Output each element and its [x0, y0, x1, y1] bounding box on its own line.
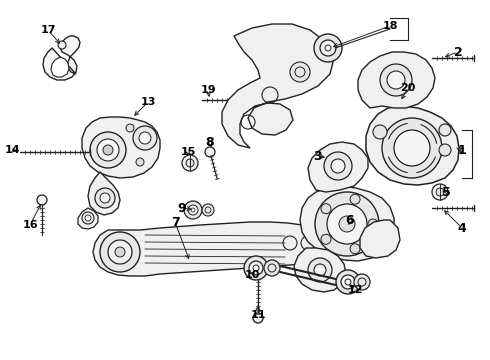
- Circle shape: [205, 147, 215, 157]
- Circle shape: [331, 159, 345, 173]
- Circle shape: [139, 132, 151, 144]
- Polygon shape: [43, 36, 80, 80]
- Text: 6: 6: [345, 213, 354, 226]
- Circle shape: [253, 313, 263, 323]
- Circle shape: [136, 158, 144, 166]
- Text: 19: 19: [200, 85, 216, 95]
- Text: 13: 13: [140, 97, 156, 107]
- Circle shape: [394, 130, 430, 166]
- Circle shape: [368, 219, 378, 229]
- Text: 11: 11: [250, 310, 266, 320]
- Circle shape: [126, 124, 134, 132]
- Polygon shape: [222, 24, 334, 148]
- Polygon shape: [88, 172, 120, 215]
- Circle shape: [395, 97, 405, 107]
- Text: 16: 16: [22, 220, 38, 230]
- Text: 18: 18: [382, 21, 398, 31]
- Polygon shape: [78, 208, 98, 229]
- Polygon shape: [294, 248, 346, 292]
- Circle shape: [249, 261, 263, 275]
- Polygon shape: [82, 117, 160, 178]
- Circle shape: [324, 152, 352, 180]
- Text: 1: 1: [458, 144, 466, 157]
- Circle shape: [382, 118, 442, 178]
- Text: 12: 12: [347, 285, 363, 295]
- Text: 5: 5: [441, 185, 450, 198]
- Text: 14: 14: [4, 145, 20, 155]
- Circle shape: [315, 192, 379, 256]
- Text: 3: 3: [314, 149, 322, 162]
- Circle shape: [339, 216, 355, 232]
- Circle shape: [97, 139, 119, 161]
- Circle shape: [182, 155, 198, 171]
- Polygon shape: [300, 186, 394, 261]
- Circle shape: [186, 159, 194, 167]
- Circle shape: [100, 232, 140, 272]
- Circle shape: [95, 188, 115, 208]
- Circle shape: [115, 247, 125, 257]
- Text: 17: 17: [40, 25, 56, 35]
- Circle shape: [439, 144, 451, 156]
- Circle shape: [314, 34, 342, 62]
- Text: 4: 4: [458, 221, 466, 234]
- Circle shape: [390, 92, 410, 112]
- Circle shape: [58, 41, 66, 49]
- Circle shape: [321, 234, 331, 244]
- Polygon shape: [358, 52, 435, 108]
- Circle shape: [373, 125, 387, 139]
- Circle shape: [108, 240, 132, 264]
- Circle shape: [184, 201, 202, 219]
- Text: 8: 8: [206, 135, 214, 149]
- Circle shape: [336, 270, 360, 294]
- Text: 20: 20: [400, 83, 416, 93]
- Text: 7: 7: [171, 216, 179, 229]
- Text: 15: 15: [180, 147, 196, 157]
- Circle shape: [341, 275, 355, 289]
- Circle shape: [188, 205, 198, 215]
- Circle shape: [354, 274, 370, 290]
- Circle shape: [308, 258, 332, 282]
- Circle shape: [133, 126, 157, 150]
- Polygon shape: [51, 57, 69, 77]
- Polygon shape: [366, 106, 459, 185]
- Circle shape: [387, 71, 405, 89]
- Polygon shape: [308, 142, 368, 192]
- Polygon shape: [93, 222, 334, 276]
- Circle shape: [314, 264, 326, 276]
- Text: 10: 10: [245, 270, 260, 280]
- Circle shape: [321, 204, 331, 214]
- Circle shape: [350, 244, 360, 254]
- Circle shape: [103, 145, 113, 155]
- Text: 2: 2: [454, 45, 463, 59]
- Circle shape: [432, 184, 448, 200]
- Circle shape: [202, 204, 214, 216]
- Circle shape: [37, 195, 47, 205]
- Circle shape: [380, 64, 412, 96]
- Polygon shape: [360, 220, 400, 258]
- Circle shape: [90, 132, 126, 168]
- Circle shape: [320, 40, 336, 56]
- Circle shape: [327, 204, 367, 244]
- Circle shape: [321, 149, 339, 167]
- Circle shape: [439, 124, 451, 136]
- Circle shape: [290, 62, 310, 82]
- Circle shape: [325, 153, 335, 163]
- Text: 9: 9: [178, 202, 186, 215]
- Circle shape: [264, 260, 280, 276]
- Circle shape: [436, 188, 444, 196]
- Circle shape: [350, 194, 360, 204]
- Circle shape: [244, 256, 268, 280]
- Circle shape: [100, 193, 110, 203]
